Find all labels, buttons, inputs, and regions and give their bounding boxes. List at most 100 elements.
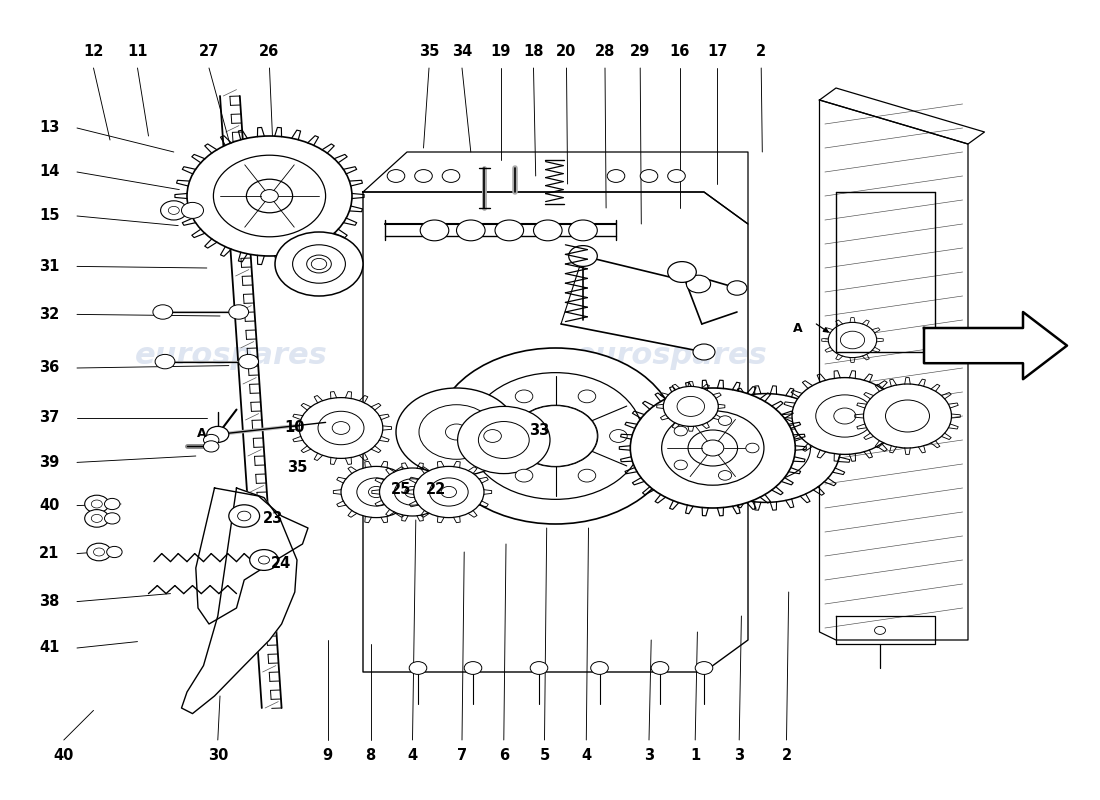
Circle shape — [318, 411, 364, 445]
Circle shape — [229, 505, 260, 527]
Circle shape — [405, 486, 420, 498]
Text: 24: 24 — [271, 557, 290, 571]
Text: 3: 3 — [734, 749, 745, 763]
Circle shape — [456, 220, 485, 241]
Circle shape — [415, 170, 432, 182]
Circle shape — [307, 255, 331, 273]
Circle shape — [379, 468, 446, 516]
Circle shape — [607, 170, 625, 182]
Circle shape — [441, 486, 456, 498]
Polygon shape — [820, 100, 968, 640]
Circle shape — [668, 170, 685, 182]
Text: 37: 37 — [40, 410, 59, 425]
Circle shape — [275, 232, 363, 296]
Text: 25: 25 — [392, 482, 411, 497]
Text: 17: 17 — [707, 45, 727, 59]
Circle shape — [420, 220, 449, 241]
Text: 4: 4 — [581, 749, 592, 763]
Text: 4: 4 — [407, 749, 418, 763]
Text: 21: 21 — [40, 546, 59, 561]
Circle shape — [311, 258, 327, 270]
Text: 27: 27 — [199, 45, 219, 59]
Circle shape — [341, 466, 411, 518]
Circle shape — [429, 478, 469, 506]
Text: 6: 6 — [498, 749, 509, 763]
Circle shape — [663, 386, 718, 426]
Circle shape — [674, 460, 688, 470]
Circle shape — [204, 434, 219, 446]
Text: 31: 31 — [40, 259, 59, 274]
Circle shape — [250, 550, 278, 570]
Text: 32: 32 — [40, 307, 59, 322]
Circle shape — [239, 354, 258, 369]
Circle shape — [478, 422, 529, 458]
Text: eurospares: eurospares — [574, 342, 768, 370]
Text: A: A — [793, 322, 802, 334]
Circle shape — [515, 470, 532, 482]
Circle shape — [534, 220, 562, 241]
Circle shape — [828, 322, 877, 358]
Circle shape — [651, 662, 669, 674]
Circle shape — [464, 662, 482, 674]
Circle shape — [258, 556, 270, 564]
Circle shape — [702, 440, 724, 456]
Text: 2: 2 — [781, 749, 792, 763]
Text: 13: 13 — [40, 121, 59, 135]
Circle shape — [238, 511, 251, 521]
Circle shape — [674, 426, 688, 436]
Circle shape — [886, 400, 929, 432]
Circle shape — [207, 426, 229, 442]
Circle shape — [213, 155, 326, 237]
Text: 11: 11 — [128, 45, 147, 59]
Text: 30: 30 — [208, 749, 228, 763]
Text: 10: 10 — [285, 421, 305, 435]
Circle shape — [840, 331, 865, 349]
Circle shape — [718, 416, 732, 426]
Circle shape — [727, 281, 747, 295]
Polygon shape — [820, 88, 984, 144]
Circle shape — [662, 411, 763, 485]
Circle shape — [515, 390, 532, 402]
Circle shape — [536, 422, 575, 450]
Circle shape — [356, 478, 396, 506]
Text: 33: 33 — [529, 423, 549, 438]
Circle shape — [434, 348, 676, 524]
Circle shape — [874, 626, 886, 634]
Circle shape — [91, 500, 102, 508]
Text: 1: 1 — [690, 749, 701, 763]
Circle shape — [816, 395, 873, 437]
Circle shape — [609, 430, 627, 442]
Circle shape — [792, 378, 898, 454]
Text: 28: 28 — [595, 45, 615, 59]
Circle shape — [395, 478, 430, 506]
Circle shape — [368, 486, 384, 498]
Circle shape — [469, 373, 642, 499]
Circle shape — [332, 422, 350, 434]
Circle shape — [686, 275, 711, 293]
Circle shape — [85, 495, 109, 513]
Circle shape — [85, 510, 109, 527]
Text: 9: 9 — [322, 749, 333, 763]
Circle shape — [299, 398, 383, 458]
Circle shape — [229, 305, 249, 319]
Circle shape — [676, 396, 704, 416]
Circle shape — [91, 514, 102, 522]
Circle shape — [155, 354, 175, 369]
Text: 15: 15 — [40, 209, 59, 223]
Text: 26: 26 — [260, 45, 279, 59]
Text: 41: 41 — [40, 641, 59, 655]
Circle shape — [104, 498, 120, 510]
Text: 12: 12 — [84, 45, 103, 59]
Circle shape — [513, 405, 598, 467]
Text: 7: 7 — [456, 749, 468, 763]
Circle shape — [579, 470, 596, 482]
Circle shape — [409, 662, 427, 674]
Circle shape — [153, 305, 173, 319]
Circle shape — [419, 405, 494, 459]
Text: 19: 19 — [491, 45, 510, 59]
Text: 5: 5 — [539, 749, 550, 763]
Circle shape — [246, 179, 293, 213]
Circle shape — [484, 430, 502, 442]
Text: 2: 2 — [756, 45, 767, 59]
Text: 38: 38 — [40, 594, 59, 609]
